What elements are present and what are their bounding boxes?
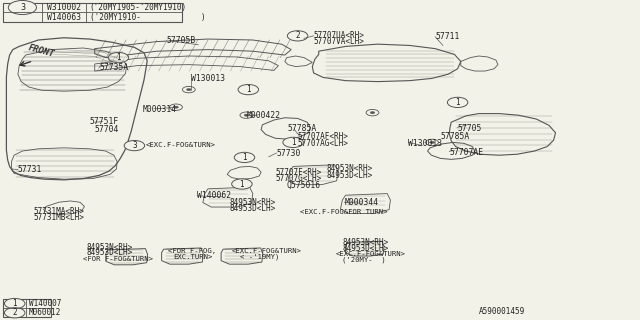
Text: M000314: M000314 [143,105,177,114]
Circle shape [4,298,25,308]
Text: 2: 2 [12,308,17,317]
Text: 84953D<LH>: 84953D<LH> [342,244,388,253]
Circle shape [426,139,438,146]
Text: 84953N<RH>: 84953N<RH> [326,164,372,173]
Circle shape [238,84,259,95]
Circle shape [370,112,375,114]
Text: 57730: 57730 [276,149,301,158]
Circle shape [174,106,178,108]
Circle shape [451,99,464,106]
Text: Q575016: Q575016 [287,180,321,189]
Text: W130013: W130013 [408,139,442,148]
Text: M060012: M060012 [29,308,61,317]
Text: 57707AG<LH>: 57707AG<LH> [298,139,348,148]
Text: M000422: M000422 [246,111,280,120]
Text: EXC.TURN>: EXC.TURN> [173,254,212,260]
Text: <FOR F-FOG&TURN>: <FOR F-FOG&TURN> [83,256,153,261]
Text: 1: 1 [242,153,247,162]
Text: 1: 1 [455,98,460,107]
Text: 84953D<LH>: 84953D<LH> [229,204,275,212]
Text: 84953D<LH>: 84953D<LH> [86,248,132,257]
Text: 57751F: 57751F [90,117,119,126]
Circle shape [243,156,247,159]
Circle shape [238,154,251,161]
Text: ('20MY1905-'20MY1910): ('20MY1905-'20MY1910) [90,3,187,12]
Text: 57705B: 57705B [166,36,196,44]
Circle shape [244,114,249,116]
Text: 1: 1 [246,85,251,94]
Text: 3: 3 [20,3,25,12]
Text: 57707AE: 57707AE [449,148,483,156]
Circle shape [287,31,308,41]
Text: 57785A: 57785A [440,132,470,140]
Text: 57707G<LH>: 57707G<LH> [275,174,321,183]
Text: 57731: 57731 [18,165,42,174]
Text: FRONT: FRONT [27,43,55,59]
Circle shape [287,139,300,146]
Circle shape [124,140,145,151]
Text: 57735A: 57735A [99,63,129,72]
Text: 1: 1 [291,138,296,147]
Text: 57707F<RH>: 57707F<RH> [275,168,321,177]
Text: 2: 2 [295,31,300,40]
Text: 57704: 57704 [95,125,119,134]
Text: 84953D<LH>: 84953D<LH> [326,171,372,180]
Text: 57785A: 57785A [288,124,317,133]
Circle shape [366,109,379,116]
Text: < -'19MY): < -'19MY) [240,254,280,260]
Circle shape [246,89,251,91]
Text: 1: 1 [116,53,121,62]
Circle shape [291,141,296,143]
Text: 57731MB<LH>: 57731MB<LH> [33,213,84,222]
Text: 57707AF<RH>: 57707AF<RH> [298,132,348,141]
Text: ('20MY-  ): ('20MY- ) [342,257,386,263]
Text: W140063: W140063 [47,13,81,22]
Text: <FOR F-FOG,: <FOR F-FOG, [168,248,216,254]
Circle shape [8,1,36,15]
Text: 57711: 57711 [435,32,460,41]
Circle shape [108,52,129,63]
Text: M000344: M000344 [344,198,378,207]
Text: 57705: 57705 [458,124,482,132]
Circle shape [232,179,252,189]
Text: 57707UA<RH>: 57707UA<RH> [314,31,364,40]
Text: W140062: W140062 [197,191,231,200]
Text: 1: 1 [239,180,244,188]
Text: 3: 3 [132,141,137,150]
Circle shape [182,86,195,93]
Text: ('20MY1910-             ): ('20MY1910- ) [90,13,205,22]
Bar [3,299,51,317]
Text: W130013: W130013 [191,74,225,83]
Text: W310002: W310002 [47,3,81,12]
Text: <EXC.F-FOG&FOR TURN>: <EXC.F-FOG&FOR TURN> [300,209,387,215]
Circle shape [242,86,255,93]
Circle shape [240,112,253,118]
Bar [3,3,182,22]
Circle shape [283,137,303,148]
Text: <EXC.F-FOG&TURN>: <EXC.F-FOG&TURN> [146,142,216,148]
Circle shape [116,56,120,59]
Circle shape [234,152,255,163]
Text: <EXC.F-FOG&TURN>: <EXC.F-FOG&TURN> [232,248,301,254]
Text: A590001459: A590001459 [479,307,525,316]
Text: W140007: W140007 [29,299,61,308]
Circle shape [240,183,244,185]
Text: 84953N<RH>: 84953N<RH> [86,243,132,252]
Text: 57707VA<LH>: 57707VA<LH> [314,37,364,46]
Circle shape [447,97,468,108]
Circle shape [236,181,248,187]
Circle shape [170,104,182,110]
Text: <EXC.F-FOG&TURN>: <EXC.F-FOG&TURN> [336,252,406,257]
Circle shape [455,101,460,104]
Circle shape [4,308,25,318]
Text: 84953N<RH>: 84953N<RH> [229,198,275,207]
Circle shape [112,54,125,61]
Circle shape [430,141,435,143]
Circle shape [186,89,191,91]
Text: 1: 1 [12,299,17,308]
Text: 84953N<RH>: 84953N<RH> [342,238,388,247]
Text: 57731MA<RH>: 57731MA<RH> [33,207,84,216]
